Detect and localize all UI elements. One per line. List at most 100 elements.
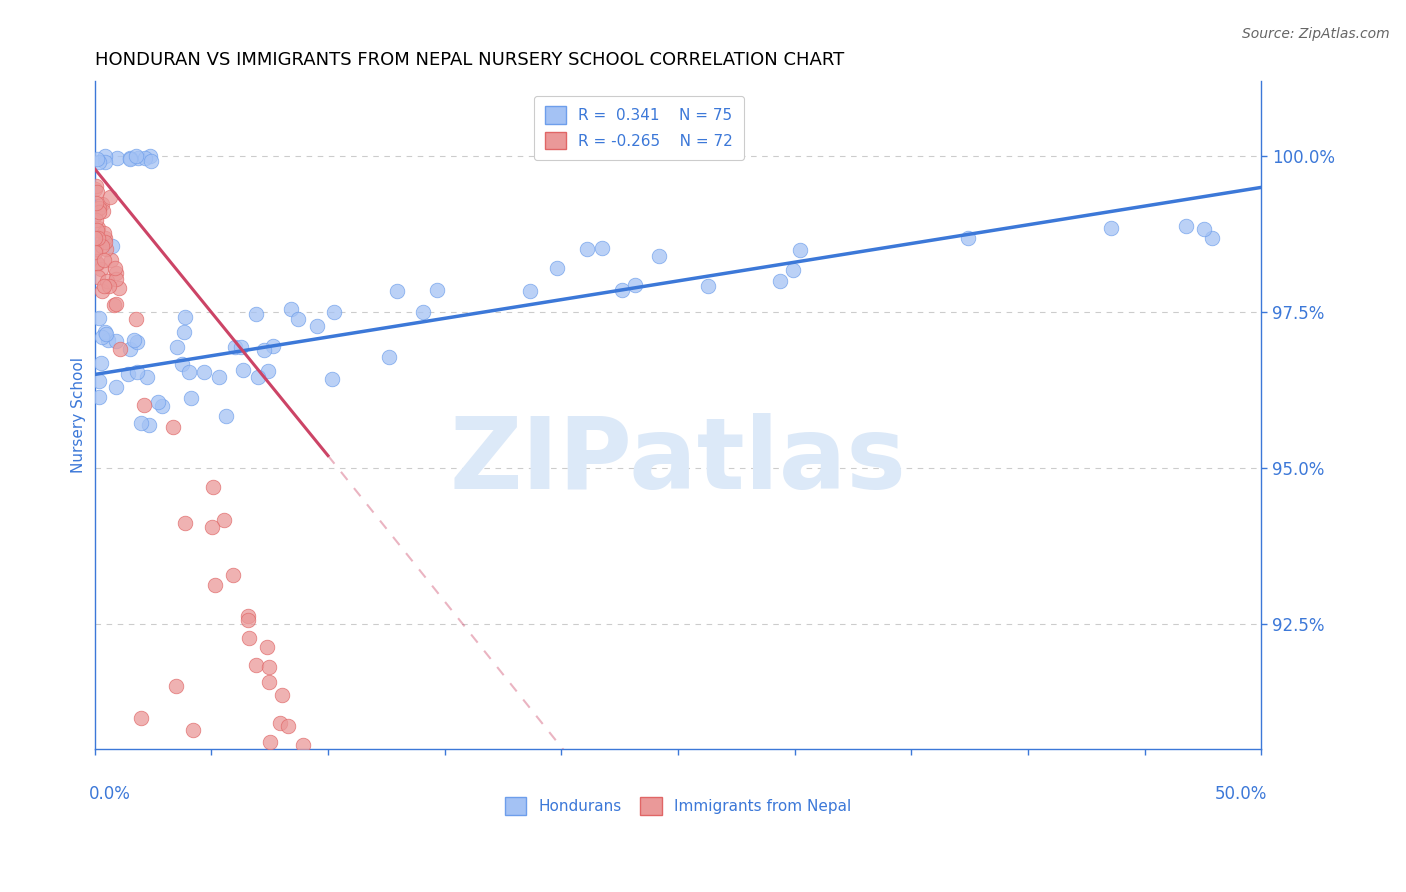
Text: HONDURAN VS IMMIGRANTS FROM NEPAL NURSERY SCHOOL CORRELATION CHART: HONDURAN VS IMMIGRANTS FROM NEPAL NURSER… (94, 51, 844, 69)
Point (90, 261, 112, 276)
Point (93, 149, 115, 163)
Point (84, 231, 107, 245)
Point (291, 738, 314, 752)
Point (104, 266, 127, 280)
Point (139, 149, 162, 163)
Point (105, 151, 128, 165)
Point (127, 365, 149, 379)
Point (321, 371, 343, 385)
Point (86, 185, 108, 199)
Point (110, 342, 132, 356)
Point (253, 343, 276, 357)
Point (208, 370, 231, 384)
Point (105, 296, 128, 310)
Point (181, 723, 204, 737)
Point (648, 249, 671, 263)
Point (105, 380, 128, 394)
Point (174, 516, 197, 530)
Point (180, 391, 202, 405)
Point (89, 201, 111, 215)
Point (769, 274, 792, 288)
Text: 50.0%: 50.0% (1215, 785, 1267, 804)
Point (96, 274, 118, 288)
Point (125, 334, 148, 349)
Point (141, 153, 163, 168)
Point (305, 318, 328, 333)
Point (120, 153, 142, 167)
Point (202, 480, 225, 494)
Point (215, 409, 238, 424)
Point (94, 231, 117, 245)
Point (224, 340, 246, 354)
Point (166, 340, 188, 354)
Point (84, 208, 107, 222)
Point (378, 350, 401, 364)
Point (87, 220, 110, 235)
Point (90, 356, 112, 370)
Point (232, 363, 254, 377)
Point (179, 365, 201, 379)
Point (87, 231, 110, 245)
Point (323, 305, 346, 319)
Point (287, 311, 309, 326)
Point (214, 513, 236, 527)
Point (89, 311, 111, 326)
Point (97, 278, 120, 293)
Point (247, 370, 270, 384)
Point (124, 334, 146, 348)
Point (104, 260, 127, 275)
Point (146, 395, 169, 409)
Point (129, 710, 152, 724)
Point (134, 151, 156, 165)
Point (257, 660, 280, 674)
Point (84, 196, 107, 211)
Point (236, 608, 259, 623)
Point (170, 358, 193, 372)
Point (101, 239, 124, 253)
Point (546, 261, 568, 276)
Point (229, 340, 252, 354)
Legend: Hondurans, Immigrants from Nepal: Hondurans, Immigrants from Nepal (499, 791, 858, 822)
Point (125, 149, 148, 163)
Point (236, 613, 259, 627)
Point (93, 227, 115, 241)
Point (100, 190, 122, 204)
Point (1175, 219, 1198, 234)
Point (86, 256, 108, 270)
Point (259, 735, 281, 749)
Point (87, 154, 110, 169)
Point (87, 204, 110, 219)
Point (173, 325, 195, 339)
Y-axis label: Nursery School: Nursery School (72, 357, 86, 473)
Point (1192, 222, 1215, 236)
Point (576, 242, 599, 256)
Point (127, 151, 149, 165)
Point (238, 631, 260, 645)
Point (162, 419, 184, 434)
Point (138, 418, 160, 433)
Point (1099, 221, 1122, 235)
Point (104, 272, 127, 286)
Point (91, 330, 114, 344)
Point (256, 640, 278, 655)
Point (84, 212, 107, 227)
Point (84, 240, 107, 254)
Point (257, 675, 280, 690)
Point (200, 520, 222, 534)
Point (86, 152, 108, 166)
Point (150, 399, 173, 413)
Point (84, 245, 107, 260)
Point (269, 716, 291, 731)
Point (100, 252, 122, 267)
Point (696, 279, 718, 293)
Point (93, 253, 115, 268)
Point (91, 203, 114, 218)
Point (165, 679, 187, 693)
Point (118, 151, 141, 165)
Point (91, 239, 114, 253)
Point (84, 244, 107, 259)
Point (610, 284, 633, 298)
Point (93, 235, 115, 249)
Point (94, 325, 117, 339)
Text: 0.0%: 0.0% (89, 785, 131, 804)
